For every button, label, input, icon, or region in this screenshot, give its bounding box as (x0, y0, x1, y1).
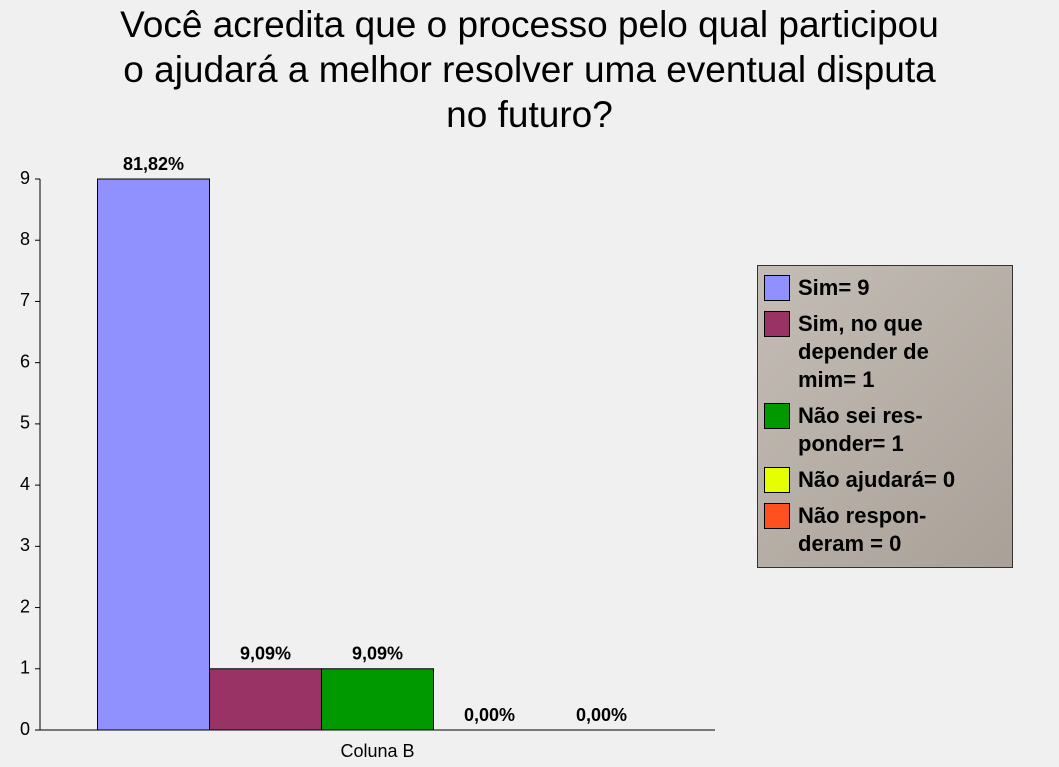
legend-item: Não respon- deram = 0 (764, 502, 1006, 558)
legend-swatch (764, 311, 790, 337)
legend: Sim= 9 Sim, no que depender de mim= 1 Não … (757, 265, 1013, 568)
legend-item: Não sei res- ponder= 1 (764, 402, 1006, 458)
value-label: 9,09% (240, 644, 291, 664)
y-tick-label: 1 (20, 658, 30, 678)
value-label: 81,82% (123, 154, 184, 174)
value-label: 0,00% (464, 705, 515, 725)
legend-swatch (764, 467, 790, 493)
y-tick-label: 4 (20, 474, 30, 494)
legend-item: Sim, no que depender de mim= 1 (764, 310, 1006, 394)
y-tick-label: 8 (20, 229, 30, 249)
legend-item: Sim= 9 (764, 274, 1006, 302)
legend-label: Sim, no que depender de mim= 1 (798, 311, 929, 392)
legend-item: Não ajudará= 0 (764, 466, 1006, 494)
bar (97, 178, 210, 731)
y-tick-label: 2 (20, 596, 30, 616)
x-tick-label: Coluna B (340, 741, 414, 761)
y-tick-label: 6 (20, 351, 30, 371)
y-tick-label: 3 (20, 535, 30, 555)
legend-label: Não respon- deram = 0 (798, 503, 927, 556)
legend-label: Não ajudará= 0 (798, 467, 956, 492)
legend-label: Sim= 9 (798, 275, 870, 300)
value-label: 9,09% (352, 644, 403, 664)
legend-swatch (764, 503, 790, 529)
chart-title: Você acredita que o processo pelo qual p… (120, 4, 939, 135)
y-tick-label: 0 (20, 719, 30, 739)
y-tick-label: 9 (20, 168, 30, 188)
legend-swatch (764, 403, 790, 429)
legend-label: Não sei res- ponder= 1 (798, 403, 923, 456)
legend-swatch (764, 275, 790, 301)
bar (321, 668, 434, 731)
value-label: 0,00% (576, 705, 627, 725)
y-tick-label: 5 (20, 413, 30, 433)
y-tick-label: 7 (20, 290, 30, 310)
bar (209, 668, 322, 731)
